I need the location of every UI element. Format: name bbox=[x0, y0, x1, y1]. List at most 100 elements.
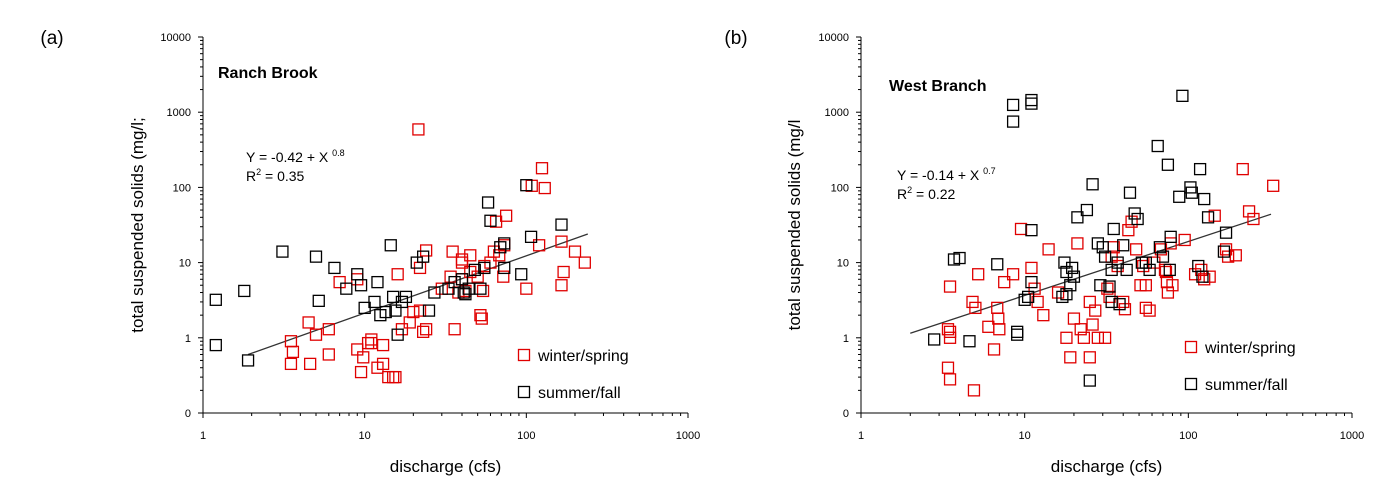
data-point bbox=[475, 312, 488, 325]
site-label: West Branch bbox=[889, 78, 987, 95]
data-point bbox=[455, 273, 469, 286]
data-point bbox=[1025, 93, 1038, 107]
data-point bbox=[1051, 286, 1065, 299]
x-tick-label: 10 bbox=[1019, 430, 1031, 442]
data-point bbox=[515, 268, 528, 281]
data-point bbox=[389, 370, 402, 384]
data-point bbox=[1025, 275, 1038, 289]
data-point bbox=[1067, 312, 1081, 325]
series-summer-fall bbox=[209, 179, 568, 367]
data-point bbox=[284, 357, 298, 371]
data-point bbox=[1229, 249, 1242, 262]
data-point bbox=[462, 282, 475, 295]
data-point bbox=[357, 351, 370, 364]
x-tick-label: 1 bbox=[858, 430, 864, 442]
data-point bbox=[1064, 279, 1077, 292]
data-point bbox=[967, 384, 981, 397]
data-point bbox=[1083, 351, 1096, 364]
data-point bbox=[1113, 298, 1126, 311]
r-squared-value: = 0.35 bbox=[261, 168, 304, 184]
data-point bbox=[1120, 263, 1133, 277]
x-tick-label: 100 bbox=[517, 430, 535, 442]
data-point bbox=[413, 304, 427, 317]
data-point bbox=[376, 357, 390, 371]
r-squared-superscript: 2 bbox=[256, 167, 261, 177]
data-point bbox=[361, 336, 375, 350]
data-point bbox=[403, 316, 416, 329]
data-point bbox=[538, 181, 551, 195]
data-point bbox=[422, 304, 436, 317]
data-point bbox=[1185, 186, 1198, 199]
data-point bbox=[998, 275, 1011, 289]
data-point bbox=[416, 325, 430, 338]
data-point bbox=[520, 282, 533, 295]
y-tick-label: 10 bbox=[837, 258, 849, 270]
data-point bbox=[1195, 263, 1208, 277]
site-label: Ranch Brook bbox=[218, 65, 318, 82]
data-point bbox=[238, 284, 251, 298]
data-point bbox=[1192, 259, 1205, 273]
data-point bbox=[1091, 331, 1105, 344]
data-point bbox=[1086, 318, 1099, 331]
data-point bbox=[578, 256, 591, 269]
data-point bbox=[1176, 89, 1189, 102]
data-point bbox=[1236, 162, 1249, 176]
data-point bbox=[1143, 304, 1156, 317]
data-point bbox=[993, 323, 1006, 336]
data-point bbox=[1267, 179, 1280, 192]
data-point bbox=[1161, 158, 1175, 171]
data-point bbox=[1143, 263, 1156, 277]
data-point bbox=[1006, 98, 1020, 112]
data-point bbox=[963, 335, 976, 348]
data-point bbox=[532, 239, 546, 252]
data-point bbox=[382, 370, 395, 384]
data-point bbox=[498, 261, 511, 275]
data-point bbox=[555, 235, 568, 248]
data-point bbox=[568, 245, 582, 258]
data-point bbox=[1156, 250, 1170, 263]
x-tick-label: 1 bbox=[200, 430, 206, 442]
data-point bbox=[419, 323, 433, 336]
data-point bbox=[322, 348, 335, 361]
legend-marker bbox=[1184, 340, 1198, 354]
data-point bbox=[1164, 230, 1177, 243]
equation-exponent: 0.7 bbox=[983, 166, 996, 176]
data-point bbox=[1089, 304, 1102, 317]
data-point bbox=[1193, 162, 1207, 176]
data-point bbox=[391, 268, 404, 281]
data-point bbox=[354, 365, 368, 379]
data-point bbox=[354, 279, 368, 292]
data-point bbox=[312, 294, 325, 307]
data-point bbox=[555, 218, 568, 231]
fit-line bbox=[910, 213, 1272, 334]
data-point bbox=[1042, 243, 1055, 256]
y-tick-label: 0 bbox=[185, 408, 191, 420]
data-point bbox=[435, 282, 448, 295]
data-point bbox=[399, 290, 413, 304]
data-point bbox=[1071, 211, 1084, 224]
data-point bbox=[1094, 279, 1107, 292]
data-point bbox=[1025, 97, 1038, 110]
data-point bbox=[943, 331, 957, 344]
data-point bbox=[1021, 290, 1035, 304]
data-point bbox=[484, 214, 497, 227]
data-point bbox=[1217, 245, 1231, 258]
data-point bbox=[1028, 282, 1041, 295]
data-point bbox=[464, 265, 477, 279]
data-point bbox=[1107, 222, 1120, 236]
legend-label: summer/fall bbox=[538, 385, 621, 402]
data-point bbox=[391, 328, 404, 341]
data-point bbox=[1006, 268, 1020, 281]
data-point bbox=[340, 282, 353, 295]
data-point bbox=[1161, 286, 1175, 299]
data-point bbox=[1014, 222, 1028, 236]
data-point bbox=[1025, 261, 1038, 275]
data-point bbox=[241, 354, 255, 367]
data-point bbox=[520, 179, 533, 192]
data-point bbox=[1025, 224, 1038, 237]
data-point bbox=[1208, 209, 1221, 222]
data-point bbox=[1151, 139, 1164, 153]
data-point bbox=[276, 245, 289, 258]
